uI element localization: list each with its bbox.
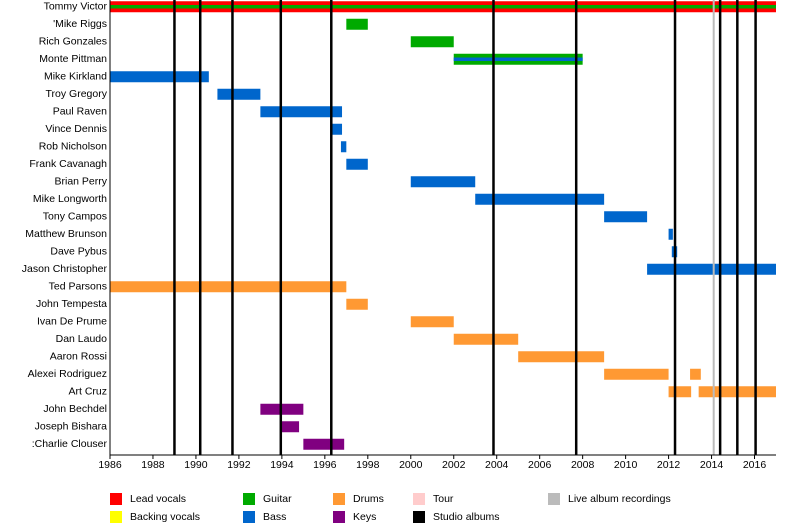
member-name: Brian Perry	[54, 176, 107, 188]
member-name: Dave Pybus	[50, 246, 107, 258]
x-tick-label: 1996	[313, 459, 337, 471]
member-span	[668, 228, 673, 240]
member-span	[340, 141, 347, 153]
x-tick-label: 2014	[700, 459, 724, 471]
member-name: John Bechdel	[43, 403, 107, 415]
member-name: Paul Raven	[53, 106, 107, 118]
x-tick-label: 1988	[141, 459, 165, 471]
x-tick-label: 2010	[614, 459, 638, 471]
member-name: Vince Dennis	[45, 123, 107, 135]
member-span	[331, 123, 343, 135]
x-tick-label: 1998	[356, 459, 380, 471]
member-name: Rob Nicholson	[39, 141, 107, 153]
legend-swatch	[333, 493, 345, 505]
legend-label: Studio albums	[433, 511, 500, 523]
x-tick-label: 2002	[442, 459, 466, 471]
member-name: Ivan De Prume	[37, 316, 107, 328]
member-span	[475, 193, 605, 205]
member-name: Troy Gregory	[46, 88, 108, 100]
member-span	[410, 36, 454, 48]
x-tick-label: 2016	[743, 459, 767, 471]
member-name: Frank Cavanagh	[29, 158, 107, 170]
legend-swatch	[413, 511, 425, 523]
member-span	[604, 211, 648, 223]
member-name: Joseph Bishara	[35, 421, 108, 433]
member-name: Dan Laudo	[56, 333, 108, 345]
x-tick-label: 2008	[571, 459, 595, 471]
legend-label: Bass	[263, 511, 286, 523]
legend-label: Lead vocals	[130, 493, 186, 505]
x-tick-label: 2012	[657, 459, 681, 471]
member-span	[453, 57, 583, 61]
legend-label: Guitar	[263, 493, 292, 505]
legend-swatch	[243, 493, 255, 505]
member-name: Aaron Rossi	[50, 351, 107, 363]
member-span	[110, 71, 209, 83]
x-tick-label: 1990	[184, 459, 208, 471]
member-span	[410, 176, 476, 188]
x-tick-label: 1986	[98, 459, 122, 471]
member-name: Ted Parsons	[49, 281, 107, 293]
member-span	[604, 368, 669, 380]
legend-swatch	[548, 493, 560, 505]
x-tick-label: 2000	[399, 459, 423, 471]
member-span	[110, 5, 776, 9]
member-name: Alexei Rodriguez	[28, 368, 107, 380]
member-span	[217, 88, 261, 100]
legend-label: Backing vocals	[130, 511, 200, 523]
legend-swatch	[413, 493, 425, 505]
legend-swatch	[110, 493, 122, 505]
member-span	[690, 368, 701, 380]
member-name: Art Cruz	[68, 386, 107, 398]
member-name: Monte Pittman	[39, 53, 107, 65]
member-name: Jason Christopher	[22, 263, 108, 275]
member-span	[110, 281, 347, 293]
legend-label: Drums	[353, 493, 384, 505]
member-span	[647, 263, 776, 275]
member-name: Tony Campos	[43, 211, 107, 223]
member-span	[346, 18, 368, 30]
legend-label: Keys	[353, 511, 376, 523]
legend-swatch	[243, 511, 255, 523]
member-name: Rich Gonzales	[39, 36, 107, 48]
member-name: Tommy Victor	[44, 1, 108, 13]
x-tick-label: 2004	[485, 459, 509, 471]
x-tick-label: 2006	[528, 459, 552, 471]
legend-swatch	[333, 511, 345, 523]
legend-label: Live album recordings	[568, 493, 671, 505]
member-span	[668, 386, 692, 398]
member-span	[346, 298, 368, 310]
member-name: Matthew Brunson	[25, 228, 107, 240]
member-span	[346, 158, 368, 170]
member-name: Mike Kirkland	[44, 71, 107, 83]
member-span	[453, 333, 519, 345]
member-name: John Tempesta	[36, 298, 107, 310]
legend-swatch	[110, 511, 122, 523]
member-span	[518, 351, 605, 363]
member-span	[281, 421, 300, 433]
x-tick-label: 1994	[270, 459, 294, 471]
member-name: :Charlie Clouser	[32, 438, 108, 450]
member-span	[303, 438, 345, 450]
x-tick-label: 1992	[227, 459, 251, 471]
member-span	[260, 106, 343, 118]
member-name: Mike Longworth	[33, 193, 107, 205]
member-span	[410, 316, 454, 328]
member-name: 'Mike Riggs	[53, 18, 107, 30]
legend-label: Tour	[433, 493, 454, 505]
